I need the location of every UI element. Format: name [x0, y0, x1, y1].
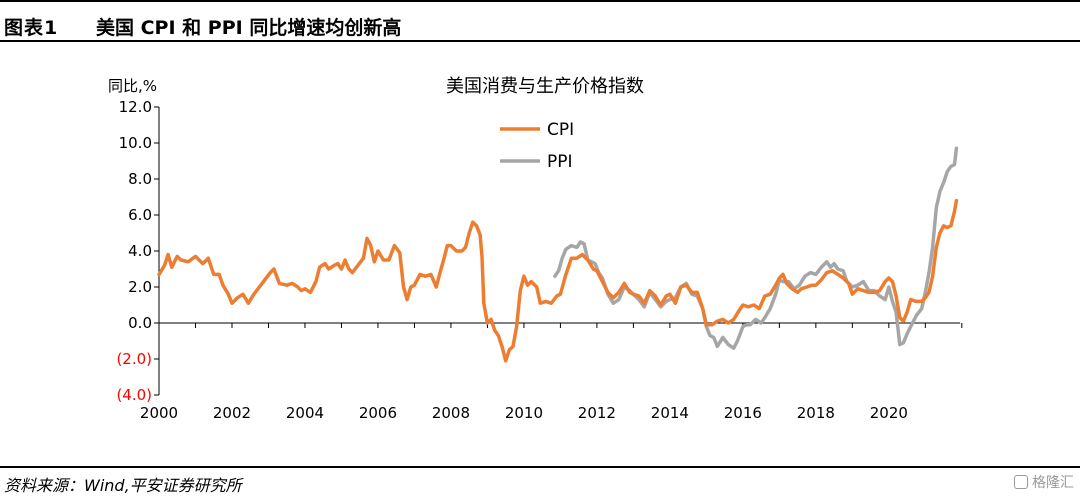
y-axis-label: 同比,%: [108, 77, 157, 95]
figure-label: 图表1: [4, 17, 59, 39]
x-tick-label: 2002: [213, 404, 251, 422]
x-tick-label: 2008: [432, 404, 470, 422]
x-tick-label: 2006: [359, 404, 397, 422]
x-tick-label: 2018: [797, 404, 835, 422]
legend: CPI PPI: [500, 120, 574, 172]
legend-label-ppi: PPI: [547, 152, 573, 172]
x-tick-label: 2014: [651, 404, 689, 422]
y-tick-label: 8.0: [128, 170, 152, 188]
y-tick-label: 6.0: [128, 206, 152, 224]
line-chart: 美国消费与生产价格指数 同比,% 12.0 10.0 8.0 6.0 4.0 2.0 0.0…: [108, 76, 963, 422]
axes: 12.0 10.0 8.0 6.0 4.0 2.0 0.0 (2.0) (4.0)2000 200…: [116, 98, 963, 422]
footer-divider: [0, 466, 1080, 468]
series-line-ppi: [553, 146, 959, 350]
x-tick-label: 2020: [870, 404, 908, 422]
y-tick-label: 4.0: [128, 242, 152, 260]
y-tick-label: 2.0: [128, 278, 152, 296]
y-tick-label: 0.0: [128, 314, 152, 332]
y-tick-label: 12.0: [119, 98, 152, 116]
x-tick-label: 2012: [578, 404, 616, 422]
y-tick-label: 10.0: [119, 134, 152, 152]
x-tick-label: 2016: [724, 404, 762, 422]
series-line-cpi: [157, 198, 959, 363]
watermark-text: 格隆汇: [1032, 475, 1074, 491]
x-tick-label: 2004: [286, 404, 324, 422]
y-tick-label: (2.0): [116, 350, 152, 368]
x-tick-label: 2000: [140, 404, 178, 422]
figure-header: 图表1 美国 CPI 和 PPI 同比增速均创新高: [0, 0, 1080, 46]
header-divider: [0, 40, 1080, 42]
watermark: 格隆汇: [1014, 472, 1074, 492]
series-lines: [157, 146, 959, 363]
figure-title: 美国 CPI 和 PPI 同比增速均创新高: [96, 17, 402, 39]
source-note: 资料来源：Wind,平安证券研究所: [4, 476, 242, 495]
watermark-logo-icon: [1014, 475, 1028, 489]
y-tick-label: (4.0): [116, 386, 152, 404]
x-tick-label: 2010: [505, 404, 543, 422]
legend-label-cpi: CPI: [547, 120, 574, 140]
chart-title: 美国消费与生产价格指数: [446, 76, 644, 97]
